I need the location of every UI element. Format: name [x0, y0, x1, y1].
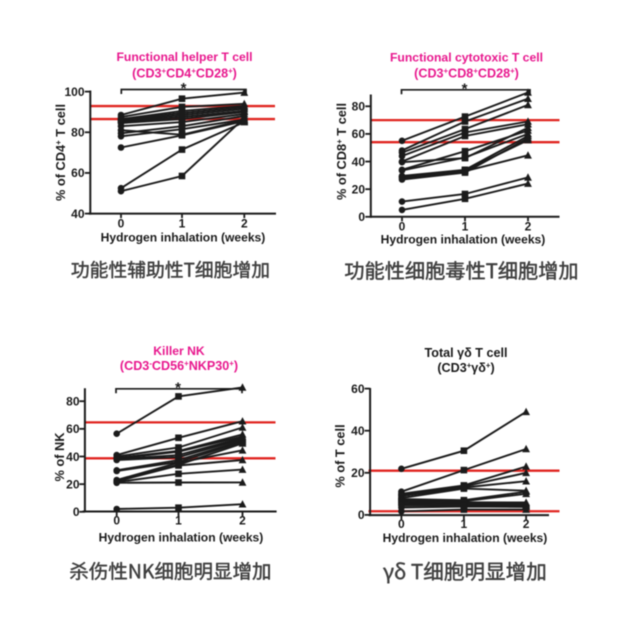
svg-text:Hydrogen inhalation (weeks): Hydrogen inhalation (weeks) — [383, 531, 548, 545]
svg-text:Functional cytotoxic T cell: Functional cytotoxic T cell — [390, 51, 543, 65]
svg-text:60: 60 — [351, 382, 365, 396]
svg-text:20: 20 — [352, 182, 366, 196]
svg-text:1: 1 — [175, 514, 182, 528]
svg-text:40: 40 — [352, 155, 366, 169]
svg-text:% of T cell: % of T cell — [333, 424, 348, 487]
svg-text:Hydrogen inhalation (weeks): Hydrogen inhalation (weeks) — [381, 233, 546, 247]
svg-text:40: 40 — [351, 424, 365, 438]
svg-text:% of NK: % of NK — [52, 432, 67, 482]
svg-text:1: 1 — [462, 220, 469, 234]
svg-text:(CD3+CD4+CD28+): (CD3+CD4+CD28+) — [132, 66, 237, 80]
svg-text:80: 80 — [352, 100, 366, 114]
svg-text:2: 2 — [525, 220, 532, 234]
svg-text:0: 0 — [73, 505, 80, 519]
svg-text:Killer NK: Killer NK — [153, 344, 205, 358]
svg-text:*: * — [181, 80, 187, 97]
svg-text:60: 60 — [352, 127, 366, 141]
svg-text:Total γδ T cell: Total γδ T cell — [425, 346, 508, 360]
svg-text:40: 40 — [66, 450, 80, 464]
svg-text:60: 60 — [71, 166, 85, 180]
svg-text:80: 80 — [66, 395, 80, 409]
svg-text:(CD3+γδ+): (CD3+γδ+) — [437, 361, 494, 375]
svg-text:Hydrogen inhalation (weeks): Hydrogen inhalation (weeks) — [101, 231, 266, 245]
svg-text:2: 2 — [239, 514, 246, 528]
svg-text:60: 60 — [66, 422, 80, 436]
svg-text:Hydrogen inhalation (weeks): Hydrogen inhalation (weeks) — [99, 531, 264, 545]
svg-text:20: 20 — [351, 466, 365, 480]
svg-text:100: 100 — [64, 85, 84, 99]
svg-text:0: 0 — [113, 514, 120, 528]
svg-text:0: 0 — [358, 508, 365, 522]
svg-text:*: * — [175, 379, 181, 396]
svg-text:0: 0 — [398, 517, 405, 531]
svg-text:0: 0 — [399, 220, 406, 234]
svg-text:Functional helper T cell: Functional helper T cell — [116, 50, 252, 64]
svg-text:% of CD4+ T cell: % of CD4+ T cell — [53, 104, 68, 201]
svg-text:80: 80 — [71, 126, 85, 140]
svg-text:*: * — [462, 80, 468, 97]
svg-text:0: 0 — [118, 217, 125, 231]
svg-text:40: 40 — [71, 207, 85, 221]
svg-text:20: 20 — [66, 477, 80, 491]
svg-text:2: 2 — [523, 517, 530, 531]
svg-text:1: 1 — [461, 517, 468, 531]
svg-text:2: 2 — [241, 217, 248, 231]
svg-text:0: 0 — [358, 210, 365, 224]
svg-text:% of CD8+ T cell: % of CD8+ T cell — [334, 103, 349, 200]
svg-text:(CD3+CD8+CD28+): (CD3+CD8+CD28+) — [414, 66, 519, 80]
svg-text:(CD3-CD56+NKP30+): (CD3-CD56+NKP30+) — [120, 359, 238, 373]
svg-text:1: 1 — [179, 217, 186, 231]
